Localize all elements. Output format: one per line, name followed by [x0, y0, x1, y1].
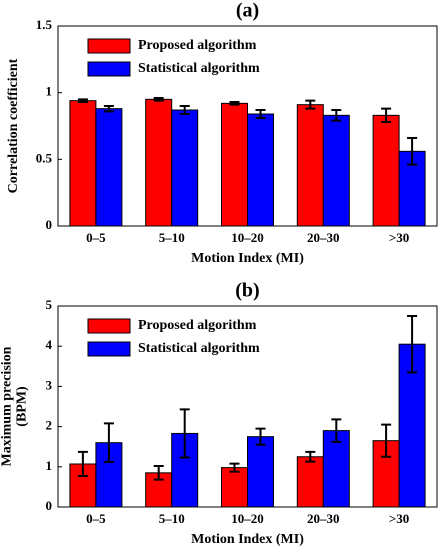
plot-frame — [57, 305, 438, 508]
x-axis-label: Motion Index (MI) — [191, 251, 304, 266]
x-tick-label: 20–30 — [307, 230, 340, 245]
legend-label: Proposed algorithm — [138, 318, 257, 333]
error-bar — [407, 315, 418, 374]
error-bar — [153, 464, 164, 481]
y-tick-label: 2 — [46, 418, 53, 433]
bar — [322, 114, 350, 227]
legend-label: Proposed algorithm — [138, 38, 257, 53]
legend-swatch — [87, 61, 131, 77]
y-tick-label: 1 — [46, 458, 53, 473]
error-bar — [305, 450, 316, 463]
x-tick-label: 0–5 — [86, 230, 106, 245]
y-tick-label: 0.5 — [36, 150, 53, 165]
bar — [296, 456, 324, 508]
error-bar — [407, 137, 418, 166]
y-axis-label: Correlation coefficient — [6, 58, 21, 193]
error-bar — [179, 105, 190, 115]
x-tick-label: >30 — [389, 230, 409, 245]
legend-swatch — [87, 38, 131, 54]
bar — [145, 98, 173, 227]
bar — [372, 114, 400, 227]
error-bar — [179, 408, 190, 459]
y-tick-label: 0 — [46, 498, 53, 513]
error-bar — [255, 427, 266, 446]
error-bar — [77, 98, 88, 103]
error-bar — [103, 105, 114, 113]
y-tick-label: 1.5 — [36, 17, 53, 32]
y-tick-label: 0 — [46, 217, 53, 232]
legend-swatch — [87, 341, 131, 357]
bar — [296, 104, 324, 227]
x-tick-label: >30 — [389, 511, 409, 526]
x-tick-label: 0–5 — [86, 511, 106, 526]
bar — [95, 108, 123, 227]
x-axis-label: Motion Index (MI) — [191, 532, 304, 547]
bar — [221, 467, 248, 508]
legend-label: Statistical algorithm — [138, 341, 260, 356]
y-axis-label: Maximum precision — [0, 346, 15, 466]
error-bar — [229, 101, 240, 106]
y-tick-label: 5 — [46, 297, 53, 312]
plot-frame — [57, 25, 438, 227]
bar — [69, 100, 97, 227]
y-tick-label: 1 — [46, 84, 53, 99]
error-bar — [381, 107, 392, 123]
x-tick-label: 10–20 — [231, 511, 264, 526]
x-tick-label: 5–10 — [159, 511, 185, 526]
error-bar — [305, 99, 316, 110]
error-bar — [381, 423, 392, 458]
x-tick-label: 5–10 — [159, 230, 185, 245]
chart-title: (a) — [236, 0, 259, 22]
y-tick-label: 3 — [46, 377, 53, 392]
legend-label: Statistical algorithm — [138, 61, 260, 76]
bar — [322, 430, 350, 508]
error-bar — [331, 418, 342, 443]
chart-title: (b) — [235, 280, 259, 302]
y-axis-label: (BPM) — [15, 386, 30, 427]
bar — [247, 113, 274, 227]
bar — [171, 109, 199, 227]
error-bar — [153, 97, 164, 102]
error-bar — [103, 422, 114, 463]
bar — [221, 102, 248, 227]
x-tick-label: 20–30 — [307, 511, 340, 526]
y-tick-label: 4 — [46, 337, 53, 352]
error-bar — [229, 462, 240, 473]
bar — [247, 436, 274, 508]
error-bar — [255, 109, 266, 119]
x-tick-label: 10–20 — [231, 230, 264, 245]
legend-swatch — [87, 318, 131, 334]
error-bar — [331, 109, 342, 122]
error-bar — [77, 450, 88, 478]
